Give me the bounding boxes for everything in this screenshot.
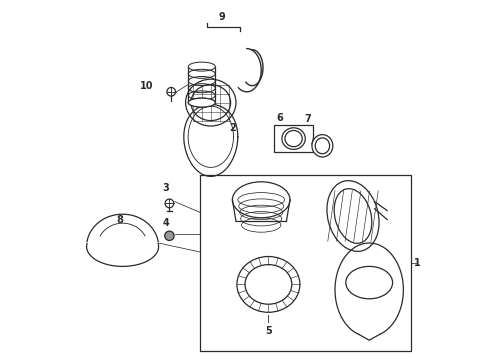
Text: 9: 9: [218, 12, 225, 22]
Text: 8: 8: [116, 215, 123, 225]
Ellipse shape: [282, 128, 305, 149]
Ellipse shape: [188, 98, 215, 107]
Bar: [274, 125, 314, 152]
Ellipse shape: [312, 135, 333, 157]
Circle shape: [165, 231, 174, 240]
Text: 7: 7: [305, 114, 311, 124]
Text: 10: 10: [140, 81, 153, 91]
Bar: [200, 175, 411, 351]
Text: 5: 5: [265, 326, 272, 336]
Text: 3: 3: [162, 183, 169, 193]
Text: 4: 4: [162, 217, 169, 228]
Text: 2: 2: [229, 123, 236, 133]
Text: 1: 1: [414, 258, 420, 268]
Text: 6: 6: [276, 113, 283, 123]
